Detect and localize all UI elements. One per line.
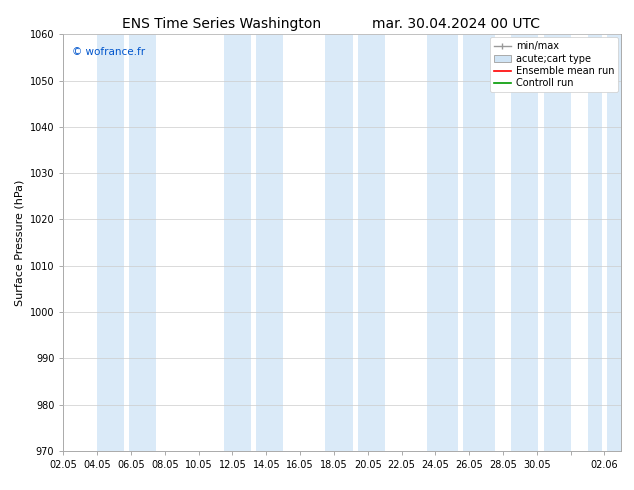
Legend: min/max, acute;cart type, Ensemble mean run, Controll run: min/max, acute;cart type, Ensemble mean … bbox=[489, 37, 618, 92]
Bar bbox=[588, 34, 621, 451]
Text: ENS Time Series Washington: ENS Time Series Washington bbox=[122, 17, 321, 31]
Text: © wofrance.fr: © wofrance.fr bbox=[72, 47, 145, 57]
Bar bbox=[602, 34, 607, 451]
Bar bbox=[538, 34, 543, 451]
Bar bbox=[224, 34, 283, 451]
Y-axis label: Surface Pressure (hPa): Surface Pressure (hPa) bbox=[14, 179, 24, 306]
Bar bbox=[251, 34, 256, 451]
Bar bbox=[325, 34, 385, 451]
Bar bbox=[124, 34, 129, 451]
Bar bbox=[427, 34, 495, 451]
Bar bbox=[512, 34, 571, 451]
Bar bbox=[353, 34, 358, 451]
Bar bbox=[97, 34, 157, 451]
Bar bbox=[458, 34, 463, 451]
Text: mar. 30.04.2024 00 UTC: mar. 30.04.2024 00 UTC bbox=[373, 17, 540, 31]
